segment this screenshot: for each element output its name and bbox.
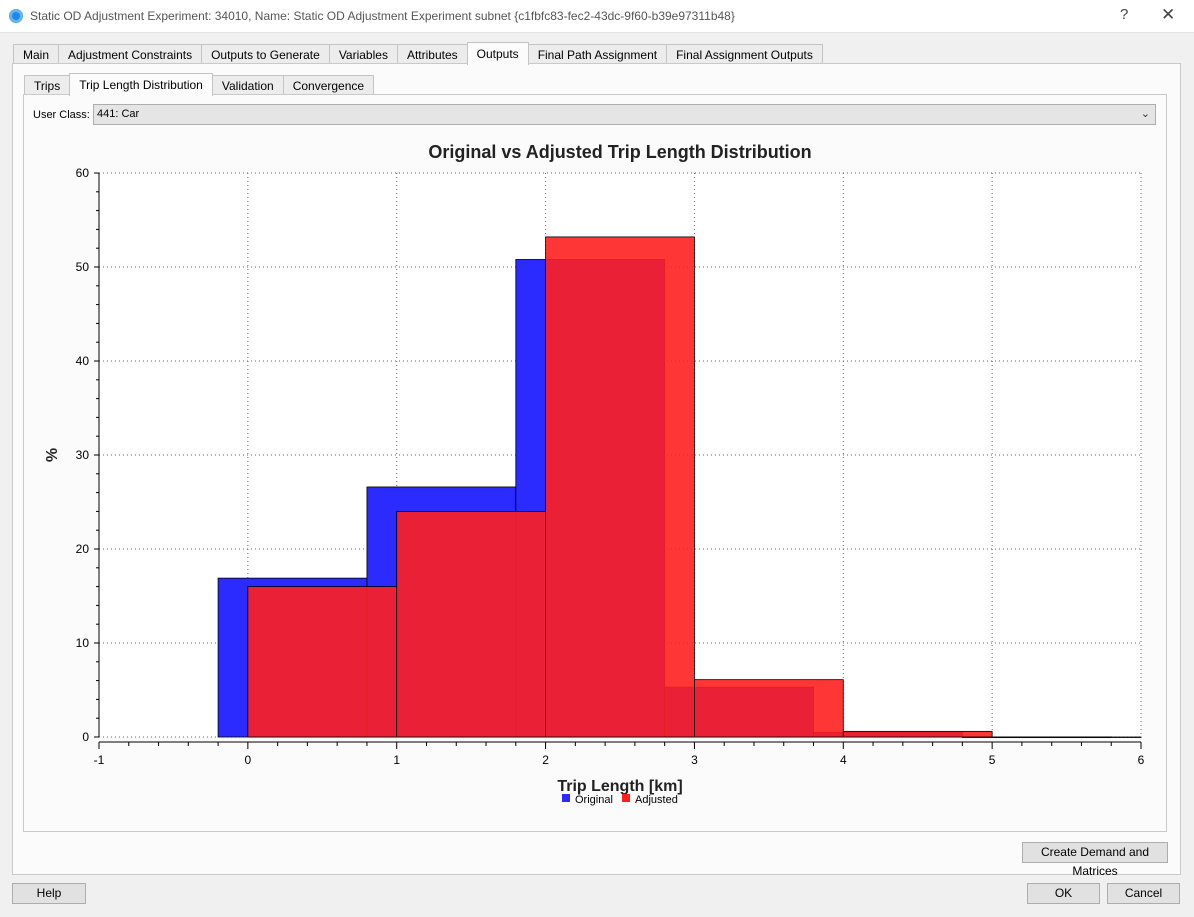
bar-adjusted [991,736,1142,738]
tab-variables[interactable]: Variables [328,44,398,65]
help-icon[interactable]: ? [1120,6,1129,23]
bar-adjusted [396,510,546,738]
window-title-bar: Static OD Adjustment Experiment: 34010, … [0,0,1194,33]
window-title: Static OD Adjustment Experiment: 34010, … [30,9,735,23]
x-tick-label: 5 [989,753,996,767]
ok-button[interactable]: OK [1027,883,1100,904]
y-tick-label: 40 [76,354,90,368]
subtab-trip-length-distribution[interactable]: Trip Length Distribution [69,73,213,96]
bar-adjusted [247,586,398,738]
y-tick-label: 20 [76,542,90,556]
chart-title: Original vs Adjusted Trip Length Distrib… [428,142,811,162]
sub-tab-bar: Trips Trip Length Distribution Validatio… [24,73,375,96]
trip-length-chart: 0 10 20 30 40 50 60 -1 0 1 2 3 4 5 6 Original vs Adjust… [44,142,1145,806]
help-button[interactable]: Help [12,883,86,904]
cancel-button[interactable]: Cancel [1107,883,1180,904]
y-tick-label: 10 [76,636,90,650]
user-class-value: 441: Car [97,108,140,120]
tab-outputs[interactable]: Outputs [466,42,529,65]
create-demand-and-matrices-button[interactable]: Create Demand and Matrices [1022,842,1168,878]
x-tick-label: 1 [393,753,400,767]
tab-final-path-assignment[interactable]: Final Path Assignment [527,44,668,65]
tab-outputs-to-generate[interactable]: Outputs to Generate [201,44,330,65]
legend-swatch-adjusted [622,794,630,802]
bar-adjusted [545,236,695,738]
subtab-trips[interactable]: Trips [24,75,71,96]
close-icon[interactable]: ✕ [1161,5,1176,24]
subtab-convergence[interactable]: Convergence [282,75,375,96]
y-tick-label: 30 [76,448,90,462]
x-tick-label: 0 [245,753,252,767]
y-tick-label: 50 [76,260,90,274]
user-class-label: User Class: [33,109,90,121]
tab-main[interactable]: Main [13,44,60,65]
app-icon [9,9,23,23]
user-class-select[interactable]: 441: Car ⌄ [93,104,1156,125]
chevron-down-icon: ⌄ [1140,108,1150,120]
subtab-validation[interactable]: Validation [211,75,284,96]
x-tick-label: 4 [840,753,847,767]
x-tick-label: -1 [94,753,105,767]
y-tick-label: 0 [82,730,89,744]
tab-final-assignment-outputs[interactable]: Final Assignment Outputs [666,44,823,65]
tab-attributes[interactable]: Attributes [396,44,468,65]
legend-label-adjusted: Adjusted [635,794,678,806]
y-axis-label: % [44,448,61,462]
tab-adjustment-constraints[interactable]: Adjustment Constraints [58,44,203,65]
x-tick-label: 3 [691,753,698,767]
x-axis-label: Trip Length [km] [557,778,682,795]
bar-adjusted [694,679,844,738]
legend-swatch-original [562,794,570,802]
x-tick-label: 2 [542,753,549,767]
main-tab-bar: Main Adjustment Constraints Outputs to G… [13,42,823,65]
x-tick-label: 6 [1138,753,1145,767]
y-tick-label: 60 [76,166,90,180]
legend-label-original: Original [575,794,613,806]
bar-adjusted [842,730,993,738]
